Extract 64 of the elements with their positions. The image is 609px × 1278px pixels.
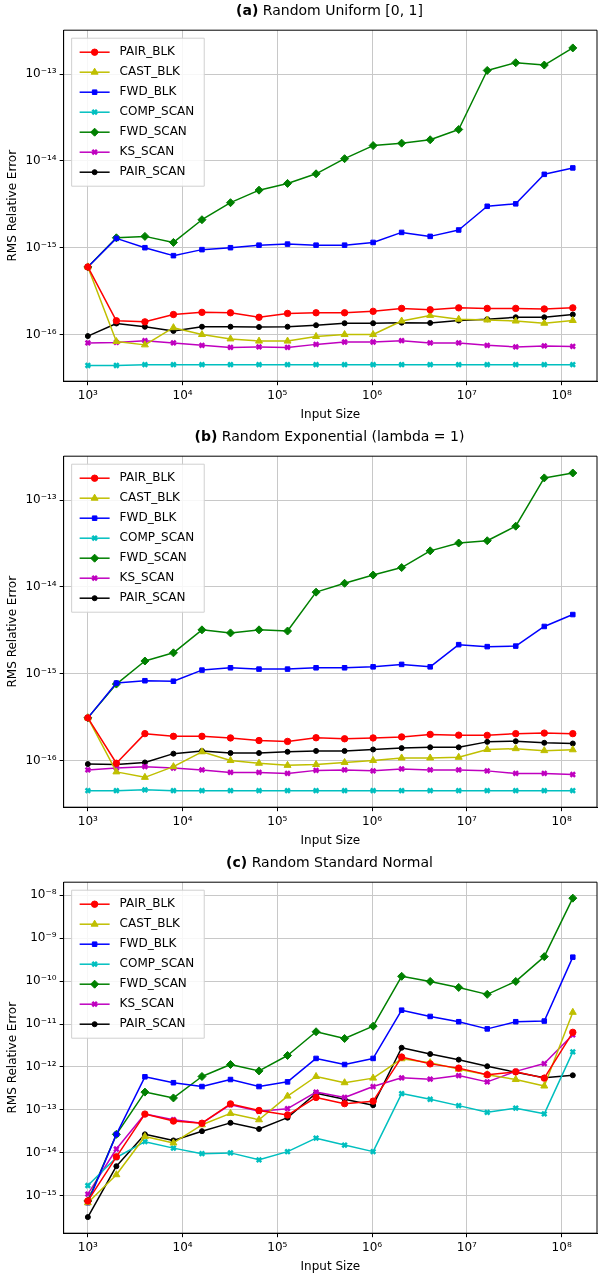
legend-label: KS_SCAN <box>119 144 175 159</box>
legend-label: PAIR_SCAN <box>119 1016 186 1031</box>
y-tick-label: 10⁻¹⁰ <box>25 973 57 988</box>
x-tick-label: 10⁸ <box>551 387 572 402</box>
y-tick-label: 10⁻¹³ <box>25 1102 57 1117</box>
chart-title: (c) Random Standard Normal <box>226 854 433 870</box>
y-tick-label: 10⁻¹⁵ <box>25 239 57 254</box>
x-tick-label: 10⁷ <box>456 813 478 828</box>
x-tick-label: 10⁷ <box>456 1239 478 1254</box>
y-tick-label: 10⁻¹⁵ <box>25 1187 57 1202</box>
y-tick-label: 10⁻⁸ <box>30 887 57 902</box>
y-tick-label: 10⁻¹³ <box>25 66 57 81</box>
x-tick-label: 10⁵ <box>267 813 288 828</box>
x-tick-label: 10⁴ <box>172 813 193 828</box>
y-tick-label: 10⁻¹⁴ <box>25 579 57 594</box>
x-axis-title: Input Size <box>300 406 361 421</box>
y-tick-label: 10⁻¹⁶ <box>25 326 57 341</box>
y-axis-title: RMS Relative Error <box>5 149 20 262</box>
y-tick-label: 10⁻¹⁴ <box>25 153 57 168</box>
legend-label: KS_SCAN <box>119 570 175 585</box>
legend-label: COMP_SCAN <box>119 104 195 119</box>
y-tick-label: 10⁻⁹ <box>30 930 57 945</box>
legend-label: COMP_SCAN <box>119 530 195 545</box>
x-tick-label: 10⁵ <box>267 1239 288 1254</box>
legend-label: FWD_BLK <box>119 84 178 99</box>
y-tick-label: 10⁻¹⁵ <box>25 665 57 680</box>
y-axis-title: RMS Relative Error <box>5 575 20 688</box>
y-axis-title: RMS Relative Error <box>5 1001 20 1114</box>
legend-label: CAST_BLK <box>119 64 182 79</box>
x-axis-title: Input Size <box>300 1258 361 1273</box>
y-tick-label: 10⁻¹² <box>25 1059 57 1074</box>
x-tick-label: 10⁶ <box>362 813 383 828</box>
legend-label: KS_SCAN <box>119 996 175 1011</box>
x-tick-label: 10³ <box>77 813 99 828</box>
y-tick-label: 10⁻¹⁶ <box>25 752 57 767</box>
legend-label: PAIR_SCAN <box>119 590 186 605</box>
legend-label: FWD_SCAN <box>119 976 187 991</box>
x-tick-label: 10³ <box>77 1239 99 1254</box>
x-tick-label: 10⁷ <box>456 387 478 402</box>
y-tick-label: 10⁻¹¹ <box>25 1016 57 1031</box>
x-tick-label: 10⁵ <box>267 387 288 402</box>
x-tick-label: 10³ <box>77 387 99 402</box>
x-tick-label: 10⁸ <box>551 1239 572 1254</box>
legend-label: FWD_BLK <box>119 936 178 951</box>
legend-label: FWD_SCAN <box>119 550 187 565</box>
x-tick-label: 10⁶ <box>362 387 383 402</box>
legend-label: PAIR_BLK <box>119 44 177 59</box>
chart-title: (a) Random Uniform [0, 1] <box>236 2 423 18</box>
x-tick-label: 10⁸ <box>551 813 572 828</box>
y-tick-label: 10⁻¹⁴ <box>25 1145 57 1160</box>
legend-label: PAIR_BLK <box>119 896 177 911</box>
legend-label: PAIR_SCAN <box>119 164 186 179</box>
legend-label: FWD_SCAN <box>119 124 187 139</box>
chart-title: (b) Random Exponential (lambda = 1) <box>194 428 465 444</box>
x-tick-label: 10⁴ <box>172 1239 193 1254</box>
legend-label: CAST_BLK <box>119 490 182 505</box>
legend-label: COMP_SCAN <box>119 956 195 971</box>
x-tick-label: 10⁴ <box>172 387 193 402</box>
x-axis-title: Input Size <box>300 832 361 847</box>
legend-label: CAST_BLK <box>119 916 182 931</box>
y-tick-label: 10⁻¹³ <box>25 492 57 507</box>
legend-label: FWD_BLK <box>119 510 178 525</box>
legend-label: PAIR_BLK <box>119 470 177 485</box>
x-tick-label: 10⁶ <box>362 1239 383 1254</box>
